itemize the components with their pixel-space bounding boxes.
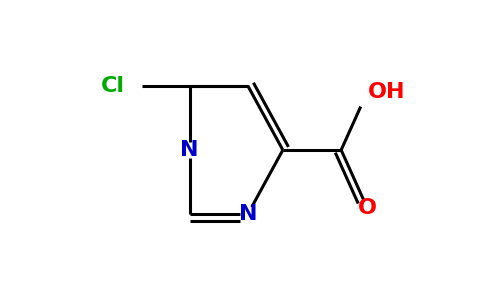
Text: N: N (180, 140, 199, 160)
Text: O: O (358, 198, 377, 218)
Text: Cl: Cl (101, 76, 125, 96)
Text: N: N (239, 204, 257, 224)
Text: OH: OH (367, 82, 405, 102)
